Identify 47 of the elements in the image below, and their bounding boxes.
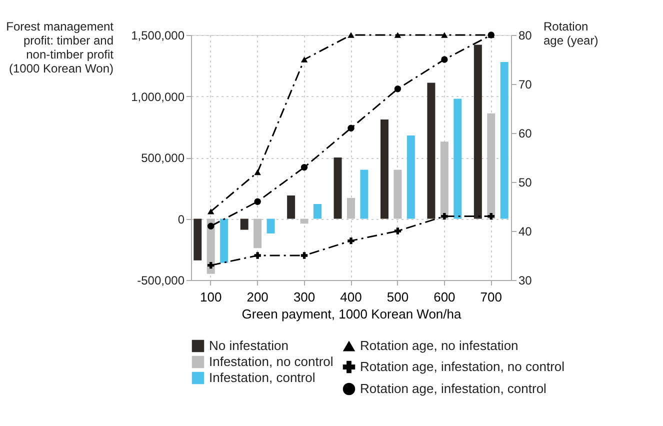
- legend-label: Rotation age, infestation, control: [360, 381, 547, 396]
- bar: [194, 218, 202, 260]
- bar: [380, 120, 388, 219]
- legend-label: Rotation age, infestation, no control: [360, 359, 565, 374]
- legend-label: Infestation, control: [209, 370, 316, 385]
- y2-tick-label: 60: [518, 126, 532, 140]
- bar: [454, 98, 462, 219]
- x-axis-title: Green payment, 1000 Korean Won/ha: [242, 306, 462, 322]
- x-tick-label: 100: [200, 290, 222, 304]
- x-tick-label: 400: [340, 290, 362, 304]
- x-tick-label: 300: [293, 290, 316, 304]
- bar: [406, 135, 415, 219]
- bar: [487, 113, 496, 219]
- y2-axis-title: Rotation age (year): [544, 20, 598, 48]
- bar: [266, 218, 275, 234]
- bar: [334, 158, 342, 219]
- x-tick-label: 700: [480, 290, 502, 304]
- x-tick-label: 600: [434, 290, 456, 304]
- y2-tick-label: 80: [518, 28, 532, 42]
- x-tick-label: 200: [246, 290, 268, 304]
- y2-tick-label: 70: [518, 78, 532, 92]
- legend-label: Infestation, no control: [209, 354, 334, 369]
- x-tick-label: 500: [386, 290, 409, 304]
- y2-tick-label: 50: [518, 176, 532, 190]
- y2-tick-label: 30: [518, 274, 532, 288]
- y-tick-label: 1,000,000: [131, 90, 185, 104]
- y-axis-title: Forest management profit: timber and non-timber profit (1000 Korean Won): [6, 20, 114, 76]
- y2-tick-label: 40: [518, 224, 532, 238]
- bar: [220, 218, 228, 263]
- y-tick-label: 1,500,000: [131, 28, 185, 42]
- y-tick-label: 0: [178, 212, 185, 226]
- bar: [314, 204, 322, 219]
- bar: [474, 44, 482, 219]
- bar: [347, 198, 355, 219]
- bar: [440, 142, 448, 219]
- bar: [500, 62, 508, 219]
- legend-label: No infestation: [209, 338, 288, 353]
- y-tick-label: -500,000: [137, 274, 185, 288]
- bar: [360, 170, 368, 219]
- bar: [300, 218, 308, 224]
- bar: [427, 82, 436, 219]
- legend-label: Rotation age, no infestation: [360, 338, 518, 353]
- bar: [254, 218, 262, 248]
- bar: [240, 218, 248, 230]
- bar: [394, 170, 402, 219]
- y-tick-label: 500,000: [141, 151, 185, 165]
- bar: [287, 195, 296, 219]
